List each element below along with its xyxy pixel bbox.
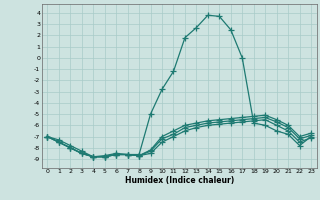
X-axis label: Humidex (Indice chaleur): Humidex (Indice chaleur) [124,176,234,185]
